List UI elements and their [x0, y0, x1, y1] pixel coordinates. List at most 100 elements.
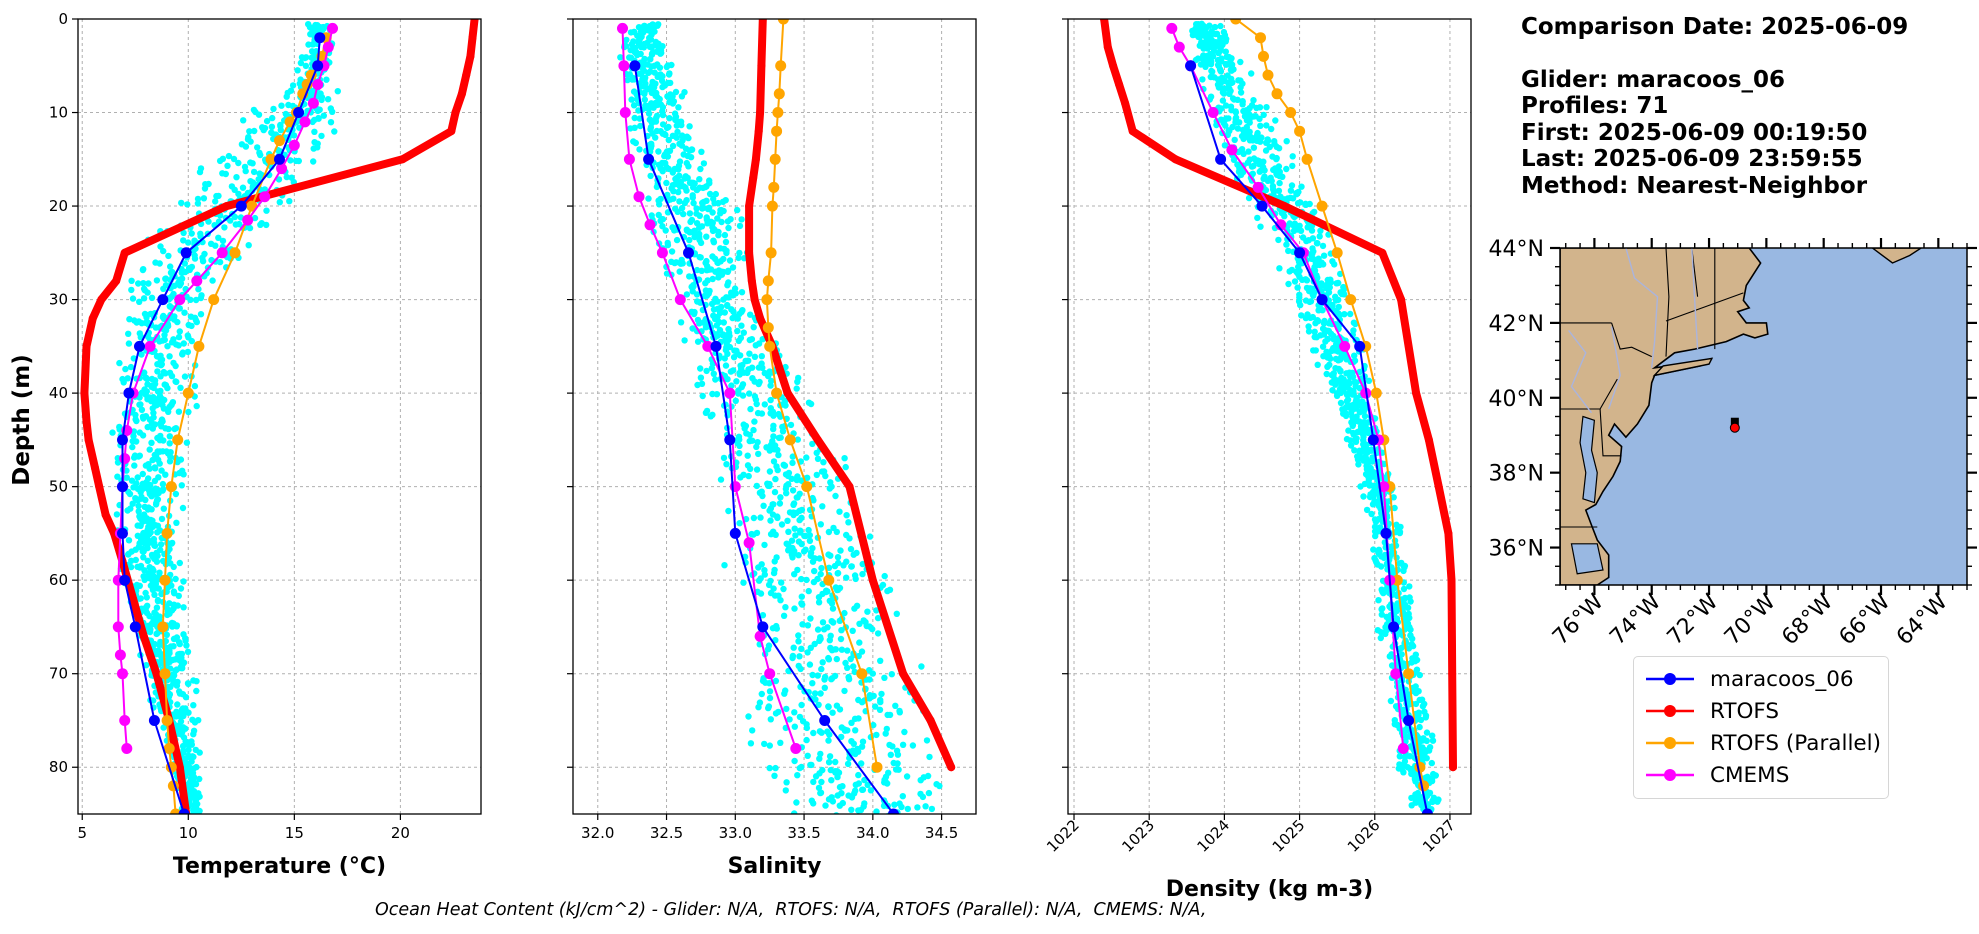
scatter-point	[848, 563, 855, 570]
scatter-point	[156, 260, 163, 267]
scatter-point	[129, 295, 137, 302]
scatter-point	[771, 488, 779, 496]
scatter-point	[739, 307, 746, 314]
scatter-point	[715, 199, 722, 207]
scatter-point	[137, 595, 144, 602]
scatter-point	[160, 486, 167, 493]
scatter-point	[143, 517, 150, 524]
scatter-point	[657, 128, 664, 135]
scatter-point	[154, 388, 162, 395]
scatter-point	[697, 239, 705, 247]
scatter-point	[165, 425, 172, 433]
scatter-point	[1412, 778, 1419, 785]
scatter-point	[197, 311, 205, 318]
scatter-point	[798, 701, 805, 709]
first-time: First: 2025-06-09 00:19:50	[1521, 119, 1868, 146]
series-marker-rtofs-parallel	[170, 808, 182, 814]
series-marker-rtofs	[750, 295, 759, 304]
scatter-point	[144, 557, 151, 564]
series-line-rtofs	[80, 19, 479, 814]
scatter-point	[1198, 27, 1205, 34]
scatter-point	[734, 206, 741, 214]
scatter-point	[754, 409, 762, 417]
scatter-point	[750, 426, 757, 434]
scatter-point	[755, 380, 762, 388]
scatter-point	[1363, 506, 1371, 514]
series-marker-cmems	[619, 107, 631, 118]
scatter-point	[734, 439, 741, 447]
scatter-point	[1418, 696, 1426, 703]
scatter-point	[129, 500, 136, 507]
scatter-point	[783, 705, 790, 713]
scatter-point	[277, 126, 284, 134]
scatter-point	[720, 332, 727, 339]
scatter-point	[1361, 412, 1369, 420]
scatter-point	[811, 690, 819, 697]
scatter-point	[1319, 307, 1326, 314]
scatter-point	[1336, 311, 1343, 319]
scatter-point	[798, 575, 805, 583]
scatter-point	[818, 778, 825, 786]
scatter-point	[1391, 504, 1398, 512]
scatter-point	[717, 476, 725, 483]
series-marker-glider	[724, 434, 736, 446]
scatter-point	[810, 497, 817, 504]
scatter-point	[771, 772, 778, 779]
series-marker-cmems	[790, 743, 802, 754]
scatter-point	[694, 381, 701, 389]
scatter-point	[114, 473, 121, 480]
series-marker-cmems	[764, 668, 776, 680]
scatter-point	[678, 204, 686, 212]
scatter-point	[153, 499, 160, 507]
scatter-point	[159, 337, 166, 344]
scatter-point	[1419, 703, 1427, 710]
scatter-point	[177, 585, 185, 592]
scatter-point	[155, 585, 162, 592]
series-marker-rtofs	[447, 127, 456, 136]
scatter-point	[728, 289, 735, 296]
scatter-point	[176, 276, 183, 283]
scatter-point	[817, 750, 824, 758]
scatter-point	[893, 610, 900, 617]
series-marker-rtofs	[1412, 389, 1421, 398]
scatter-point	[735, 254, 742, 262]
scatter-point	[665, 136, 672, 144]
scatter-point	[1347, 310, 1354, 318]
scatter-point	[700, 160, 708, 167]
scatter-point	[721, 355, 728, 362]
scatter-point	[758, 561, 765, 568]
scatter-point	[154, 529, 161, 536]
scatter-point	[881, 779, 888, 786]
series-marker-rtofs	[222, 202, 231, 211]
scatter-point	[805, 587, 812, 595]
scatter-point	[639, 65, 646, 72]
scatter-point	[724, 302, 731, 310]
scatter-point	[1294, 284, 1301, 291]
series-marker-rtofs	[1171, 155, 1180, 164]
legend-swatch-rtofs	[1646, 705, 1694, 717]
series-marker-rtofs-parallel	[871, 761, 883, 773]
scatter-point	[845, 792, 852, 799]
scatter-point	[170, 359, 177, 367]
scatter-point	[738, 322, 745, 329]
scatter-point	[872, 703, 879, 710]
scatter-point	[720, 319, 727, 326]
scatter-point	[1229, 79, 1236, 86]
scatter-point	[714, 313, 721, 321]
scatter-point	[144, 423, 151, 431]
scatter-point	[833, 528, 840, 536]
scatter-point	[757, 590, 765, 597]
scatter-point	[766, 507, 773, 514]
scatter-point	[140, 280, 147, 287]
series-marker-glider	[710, 340, 722, 352]
series-marker-cmems	[307, 97, 319, 109]
scatter-point	[684, 152, 691, 160]
series-marker-rtofs-parallel	[274, 135, 285, 147]
scatter-point	[881, 674, 888, 681]
scatter-point	[1387, 697, 1395, 705]
scatter-point	[1401, 754, 1409, 761]
scatter-point	[675, 166, 682, 173]
scatter-point	[727, 368, 735, 375]
scatter-point	[796, 516, 803, 524]
plot-area	[617, 19, 956, 814]
